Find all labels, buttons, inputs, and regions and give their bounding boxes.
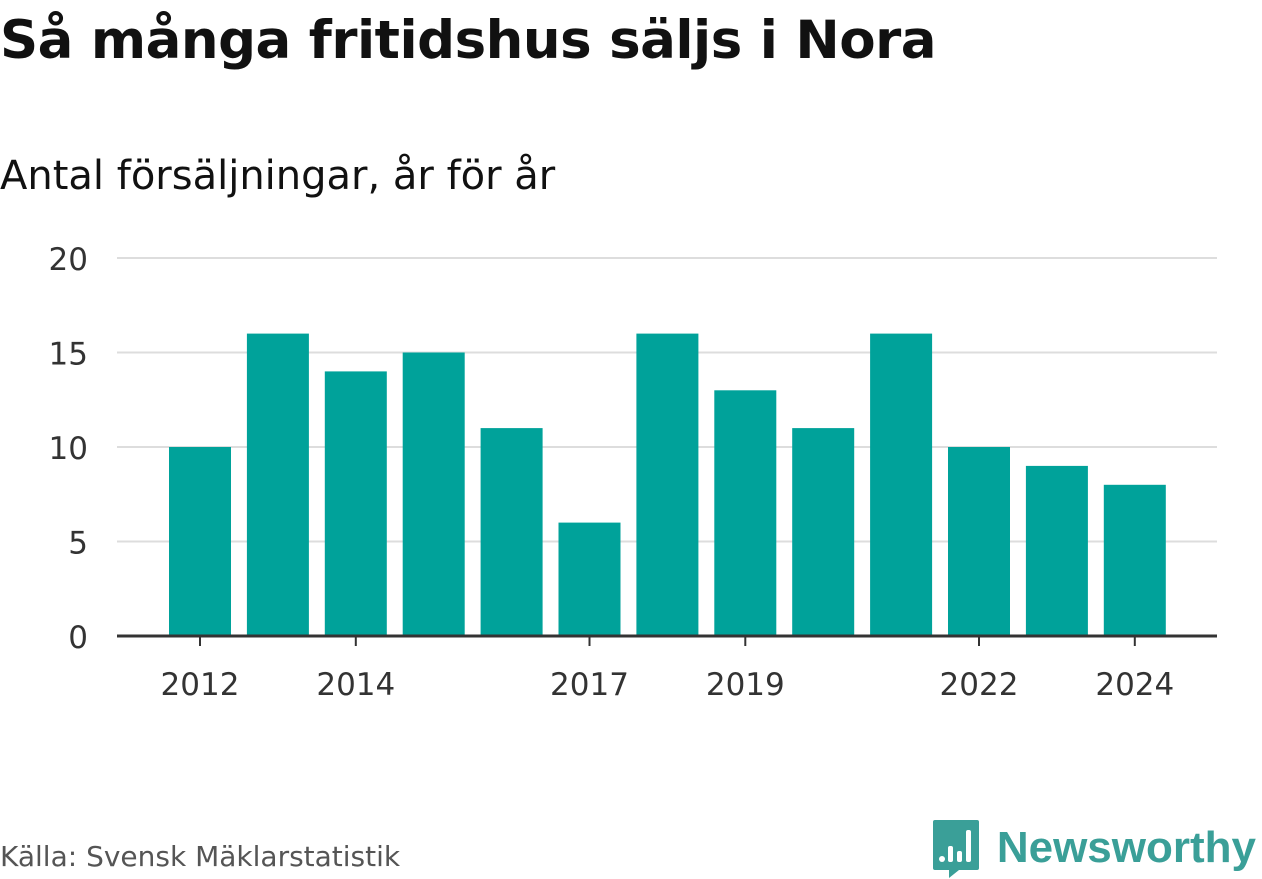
y-tick-label: 15 (49, 337, 88, 373)
brand-name: Newsworthy (996, 823, 1256, 872)
bar-2018 (636, 333, 699, 636)
x-tick-label: 2024 (1095, 667, 1174, 703)
x-tick-label: 2014 (316, 667, 395, 703)
brand-logo[interactable]: Newsworthy (931, 818, 1256, 878)
y-tick-label: 5 (68, 526, 88, 562)
bar-2024 (1103, 484, 1166, 636)
bar-2014 (324, 371, 387, 636)
bar-2023 (1025, 465, 1088, 636)
bar-2013 (246, 333, 309, 636)
newsworthy-logo-icon (932, 820, 979, 878)
x-tick-label: 2019 (706, 667, 785, 703)
bar-2020 (792, 428, 855, 636)
bar-2017 (558, 522, 621, 636)
bar-2019 (714, 390, 777, 636)
y-axis-ticks: 0 5 10 15 20 (49, 242, 88, 656)
bar-2021 (870, 333, 933, 636)
bar-2016 (480, 428, 543, 636)
y-tick-label: 10 (49, 431, 88, 467)
bar-2015 (402, 352, 465, 636)
bar-2012 (169, 447, 231, 636)
bars (169, 333, 1166, 636)
bar-2022 (948, 447, 1010, 636)
chart-subtitle: Antal försäljningar, år för år (0, 153, 556, 199)
source-note: Källa: Svensk Mäklarstatistik (0, 840, 401, 873)
x-axis-ticks: 2012 2014 2017 2019 2022 2024 (161, 636, 1174, 703)
x-tick-label: 2017 (550, 667, 629, 703)
x-tick-label: 2012 (161, 667, 240, 703)
y-tick-label: 20 (49, 242, 88, 278)
x-tick-label: 2022 (940, 667, 1019, 703)
chart-title: Så många fritidshus säljs i Nora (0, 10, 937, 71)
y-tick-label: 0 (68, 620, 88, 656)
